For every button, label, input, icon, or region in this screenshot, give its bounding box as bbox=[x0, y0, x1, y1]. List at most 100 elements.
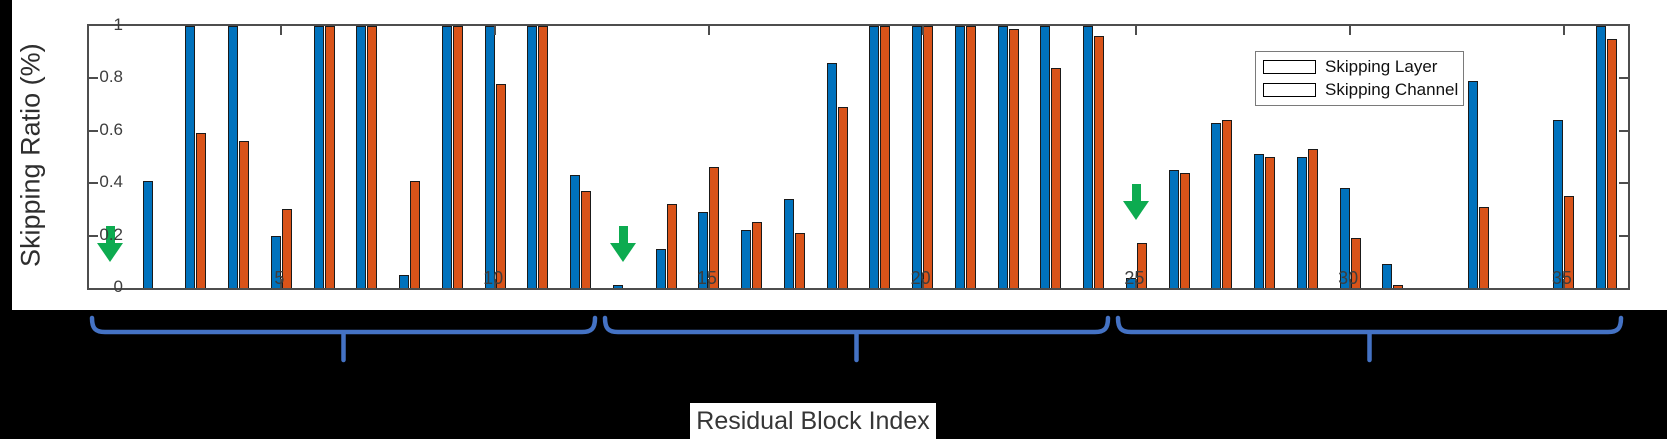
bar-skipping-layer bbox=[570, 175, 581, 288]
bar-group bbox=[260, 26, 303, 288]
green-arrow-icon bbox=[1123, 183, 1150, 220]
bar-skipping-layer bbox=[313, 26, 324, 288]
bar-skipping-channel bbox=[324, 26, 335, 288]
x-tick-label: 15 bbox=[696, 268, 717, 288]
bar-group bbox=[1500, 26, 1543, 288]
bar-skipping-channel bbox=[666, 204, 677, 288]
legend-swatch-blue bbox=[1263, 60, 1316, 74]
green-arrow-icon bbox=[97, 225, 124, 262]
bar-skipping-channel bbox=[281, 209, 292, 288]
tick-mark bbox=[89, 182, 98, 185]
bar-skipping-channel bbox=[1008, 29, 1019, 288]
bar-group bbox=[217, 26, 260, 288]
tick-mark bbox=[1619, 129, 1628, 132]
tick-mark bbox=[494, 26, 497, 35]
bar-skipping-channel bbox=[1222, 120, 1233, 288]
stage-brace bbox=[1115, 315, 1624, 363]
bar-skipping-layer bbox=[1040, 26, 1051, 288]
bar-skipping-layer bbox=[1168, 170, 1179, 288]
tick-mark bbox=[1562, 279, 1565, 288]
bar-skipping-layer bbox=[356, 26, 367, 288]
bar-skipping-channel bbox=[538, 26, 549, 288]
bar-group bbox=[1243, 26, 1286, 288]
stage-brace bbox=[89, 315, 598, 363]
legend-item-skipping-channel: Skipping Channel bbox=[1263, 80, 1459, 100]
tick-mark bbox=[707, 279, 710, 288]
stage-braces bbox=[89, 315, 1624, 363]
bar-group bbox=[645, 26, 688, 288]
bar-skipping-layer bbox=[698, 212, 709, 288]
bar-group bbox=[602, 26, 645, 288]
bar-group bbox=[517, 26, 560, 288]
tick-mark bbox=[280, 26, 283, 35]
bar-group bbox=[431, 26, 474, 288]
bar-skipping-channel bbox=[367, 26, 378, 288]
bar-skipping-layer bbox=[954, 26, 965, 288]
tick-mark bbox=[494, 279, 497, 288]
bar-skipping-channel bbox=[1350, 238, 1361, 288]
bar-skipping-layer bbox=[869, 26, 880, 288]
bar-skipping-layer bbox=[997, 26, 1008, 288]
bar-skipping-layer bbox=[912, 26, 923, 288]
tick-mark bbox=[89, 234, 98, 237]
legend-swatch-orange bbox=[1263, 83, 1316, 97]
bar-group bbox=[1543, 26, 1586, 288]
bar-skipping-channel bbox=[1478, 207, 1489, 288]
bar-skipping-layer bbox=[527, 26, 538, 288]
x-tick-label: 5 bbox=[274, 268, 285, 288]
bar-group bbox=[1286, 26, 1329, 288]
stage-brace bbox=[602, 315, 1111, 363]
bar-skipping-channel bbox=[410, 181, 421, 288]
y-axis-title: Skipping Ratio (%) bbox=[15, 43, 46, 267]
bar-group bbox=[1072, 26, 1115, 288]
bar-group bbox=[303, 26, 346, 288]
bar-group bbox=[1115, 26, 1158, 288]
bar-skipping-layer bbox=[1083, 26, 1094, 288]
bar-skipping-channel bbox=[923, 26, 934, 288]
bar-skipping-channel bbox=[1265, 157, 1276, 288]
legend-item-skipping-layer: Skipping Layer bbox=[1263, 57, 1457, 77]
bar-skipping-layer bbox=[1467, 81, 1478, 288]
bar-skipping-channel bbox=[239, 141, 250, 288]
bar-group bbox=[1201, 26, 1244, 288]
x-axis-title-box: Residual Block Index bbox=[690, 403, 936, 439]
bar-skipping-channel bbox=[581, 191, 592, 288]
bar-skipping-layer bbox=[1339, 188, 1350, 288]
y-tick-label: 1 bbox=[113, 15, 123, 34]
x-tick-label: 20 bbox=[910, 268, 931, 288]
bar-skipping-layer bbox=[441, 26, 452, 288]
tick-mark bbox=[707, 26, 710, 35]
tick-mark bbox=[280, 279, 283, 288]
x-tick-label: 35 bbox=[1551, 268, 1572, 288]
tick-mark bbox=[1349, 26, 1352, 35]
bar-skipping-channel bbox=[709, 167, 720, 288]
legend: Skipping Layer Skipping Channel bbox=[1255, 51, 1464, 106]
bar-skipping-layer bbox=[1553, 120, 1564, 288]
bar-skipping-channel bbox=[452, 26, 463, 288]
bar-group bbox=[688, 26, 731, 288]
green-arrow-icon bbox=[610, 225, 637, 262]
chart-panel: Skipping Ratio (%) 0 0.2 0.4 0.6 0.8 1 5 10 15 2… bbox=[12, 0, 1667, 310]
x-axis-title: Residual Block Index bbox=[696, 406, 930, 435]
bar-group bbox=[859, 26, 902, 288]
bar-group bbox=[773, 26, 816, 288]
bar-skipping-channel bbox=[495, 84, 506, 288]
bar-skipping-channel bbox=[1179, 173, 1190, 288]
y-tick-label: 0.4 bbox=[99, 172, 123, 192]
tick-mark bbox=[1349, 279, 1352, 288]
tick-mark bbox=[1619, 234, 1628, 237]
tick-mark bbox=[921, 279, 924, 288]
bar-skipping-layer bbox=[228, 26, 239, 288]
x-tick-label: 10 bbox=[483, 268, 504, 288]
bar-group bbox=[730, 26, 773, 288]
bar-skipping-channel bbox=[1393, 285, 1404, 288]
x-tick-label: 30 bbox=[1338, 268, 1359, 288]
bar-group bbox=[388, 26, 431, 288]
bar-skipping-channel bbox=[965, 26, 976, 288]
y-tick-label: 0 bbox=[113, 277, 123, 296]
tick-mark bbox=[89, 77, 98, 80]
bar-skipping-layer bbox=[185, 26, 196, 288]
bar-skipping-channel bbox=[880, 26, 891, 288]
legend-label: Skipping Channel bbox=[1325, 80, 1459, 99]
tick-mark bbox=[89, 129, 98, 132]
